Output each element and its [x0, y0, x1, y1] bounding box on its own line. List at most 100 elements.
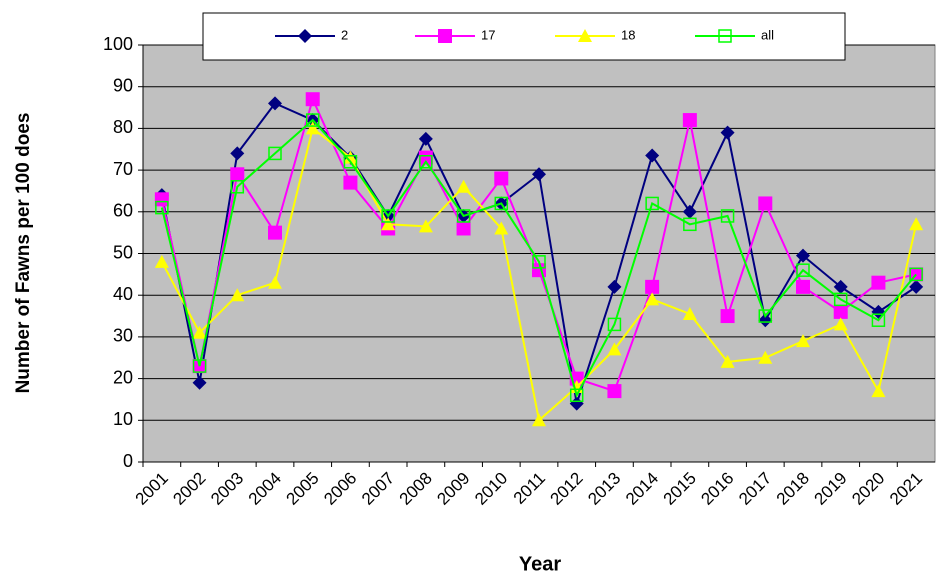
- marker: [343, 155, 358, 169]
- marker: [569, 396, 584, 411]
- x-tick-label: 2011: [510, 469, 549, 508]
- marker: [456, 179, 471, 193]
- marker: [758, 313, 773, 328]
- y-tick-label: 90: [113, 75, 133, 95]
- x-tick-label: 2019: [811, 469, 851, 509]
- y-tick-label: 20: [113, 367, 133, 387]
- x-tick-label: 2003: [207, 469, 247, 509]
- marker: [578, 29, 592, 42]
- marker: [230, 180, 245, 194]
- marker: [418, 219, 433, 233]
- y-tick-label: 60: [113, 201, 133, 221]
- legend-label: 2: [341, 27, 348, 42]
- marker: [682, 113, 697, 128]
- marker: [720, 354, 735, 368]
- marker: [230, 167, 245, 182]
- marker: [607, 279, 622, 294]
- marker: [758, 350, 773, 364]
- marker: [683, 217, 697, 232]
- x-tick-label: 2020: [848, 469, 888, 509]
- marker: [645, 148, 660, 163]
- x-tick-label: 2009: [433, 469, 473, 509]
- x-tick-label: 2002: [169, 469, 209, 509]
- marker: [381, 217, 396, 231]
- legend-label: 17: [481, 27, 495, 42]
- series-line: [160, 118, 917, 398]
- marker: [343, 175, 358, 190]
- x-tick-label: 2004: [245, 469, 285, 509]
- marker: [720, 125, 735, 140]
- x-tick-label: 2016: [697, 469, 737, 509]
- marker: [381, 209, 395, 223]
- x-tick-label: 2010: [471, 469, 511, 509]
- marker: [607, 317, 622, 332]
- x-tick-label: 2013: [584, 469, 624, 509]
- y-tick-label: 30: [113, 326, 133, 346]
- marker: [833, 292, 848, 307]
- marker: [871, 313, 886, 327]
- marker: [298, 29, 312, 43]
- marker: [494, 221, 509, 235]
- marker: [833, 317, 848, 331]
- y-axis-label: Number of Fawns per 100 does: [13, 113, 34, 394]
- marker: [494, 196, 509, 211]
- marker: [909, 279, 924, 294]
- marker: [438, 29, 452, 43]
- x-tick-label: 2007: [358, 469, 398, 509]
- marker: [645, 196, 659, 211]
- marker: [833, 304, 848, 319]
- marker: [871, 384, 886, 398]
- marker: [419, 155, 433, 169]
- marker: [607, 342, 622, 356]
- marker: [645, 292, 660, 306]
- x-tick-label: 2021: [886, 469, 926, 509]
- marker: [796, 248, 810, 263]
- y-tick-label: 10: [113, 409, 133, 429]
- marker: [343, 150, 358, 164]
- marker: [192, 325, 207, 339]
- marker: [720, 309, 735, 324]
- marker: [192, 375, 207, 390]
- y-tick-label: 50: [113, 242, 133, 262]
- marker: [268, 96, 282, 111]
- marker: [833, 279, 848, 294]
- marker: [456, 221, 471, 236]
- x-tick-label: 2005: [283, 469, 323, 509]
- marker: [569, 388, 584, 403]
- y-tick-label: 100: [103, 34, 133, 54]
- marker: [305, 121, 320, 135]
- y-tick-label: 80: [113, 117, 133, 137]
- x-tick-label: 2008: [396, 469, 436, 509]
- marker: [909, 217, 924, 231]
- y-tick-label: 40: [113, 284, 133, 304]
- marker: [682, 204, 697, 219]
- marker: [418, 131, 433, 146]
- marker: [494, 171, 509, 186]
- marker: [532, 413, 546, 427]
- marker: [305, 113, 320, 127]
- marker: [268, 225, 282, 240]
- marker: [682, 306, 697, 320]
- x-tick-label: 2006: [320, 469, 360, 509]
- marker: [154, 254, 169, 268]
- marker: [796, 263, 810, 277]
- marker: [718, 29, 732, 43]
- marker: [871, 275, 886, 290]
- x-tick-label: 2001: [132, 469, 172, 509]
- marker: [155, 200, 169, 215]
- marker: [230, 288, 245, 302]
- x-tick-label: 2018: [773, 469, 813, 509]
- marker: [305, 92, 320, 107]
- marker: [607, 384, 622, 399]
- marker: [154, 192, 169, 207]
- x-tick-label: 2015: [660, 469, 700, 509]
- marker: [532, 167, 546, 182]
- legend-label: 18: [621, 27, 635, 42]
- marker: [532, 255, 546, 269]
- marker: [758, 196, 773, 211]
- marker: [796, 334, 810, 348]
- marker: [720, 209, 735, 223]
- x-tick-label: 2014: [622, 469, 662, 509]
- marker: [268, 275, 282, 289]
